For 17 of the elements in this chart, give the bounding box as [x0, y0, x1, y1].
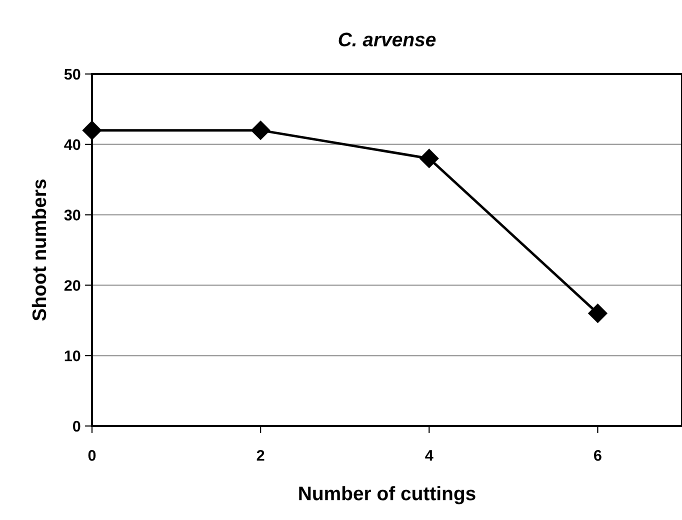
- y-axis-title: Shoot numbers: [32, 179, 46, 321]
- x-tick-label: 0: [88, 450, 96, 461]
- y-tick-label: 20: [64, 280, 80, 291]
- x-tick-label: 4: [425, 450, 434, 461]
- y-tick-label: 10: [64, 350, 80, 362]
- y-tick-label: 30: [64, 210, 80, 221]
- point: [251, 120, 270, 140]
- point: [82, 120, 102, 140]
- point: [420, 148, 439, 168]
- chart-title: C. arvense: [338, 32, 436, 46]
- y-tick-label: 0: [72, 420, 80, 432]
- point: [588, 304, 608, 323]
- x-axis-title: Number of cuttings: [299, 486, 476, 504]
- x-tick-label: 2: [256, 450, 264, 461]
- y-tick-label: 40: [64, 139, 80, 150]
- y-tick-label: 50: [64, 68, 80, 80]
- x-tick-label: 6: [594, 450, 602, 461]
